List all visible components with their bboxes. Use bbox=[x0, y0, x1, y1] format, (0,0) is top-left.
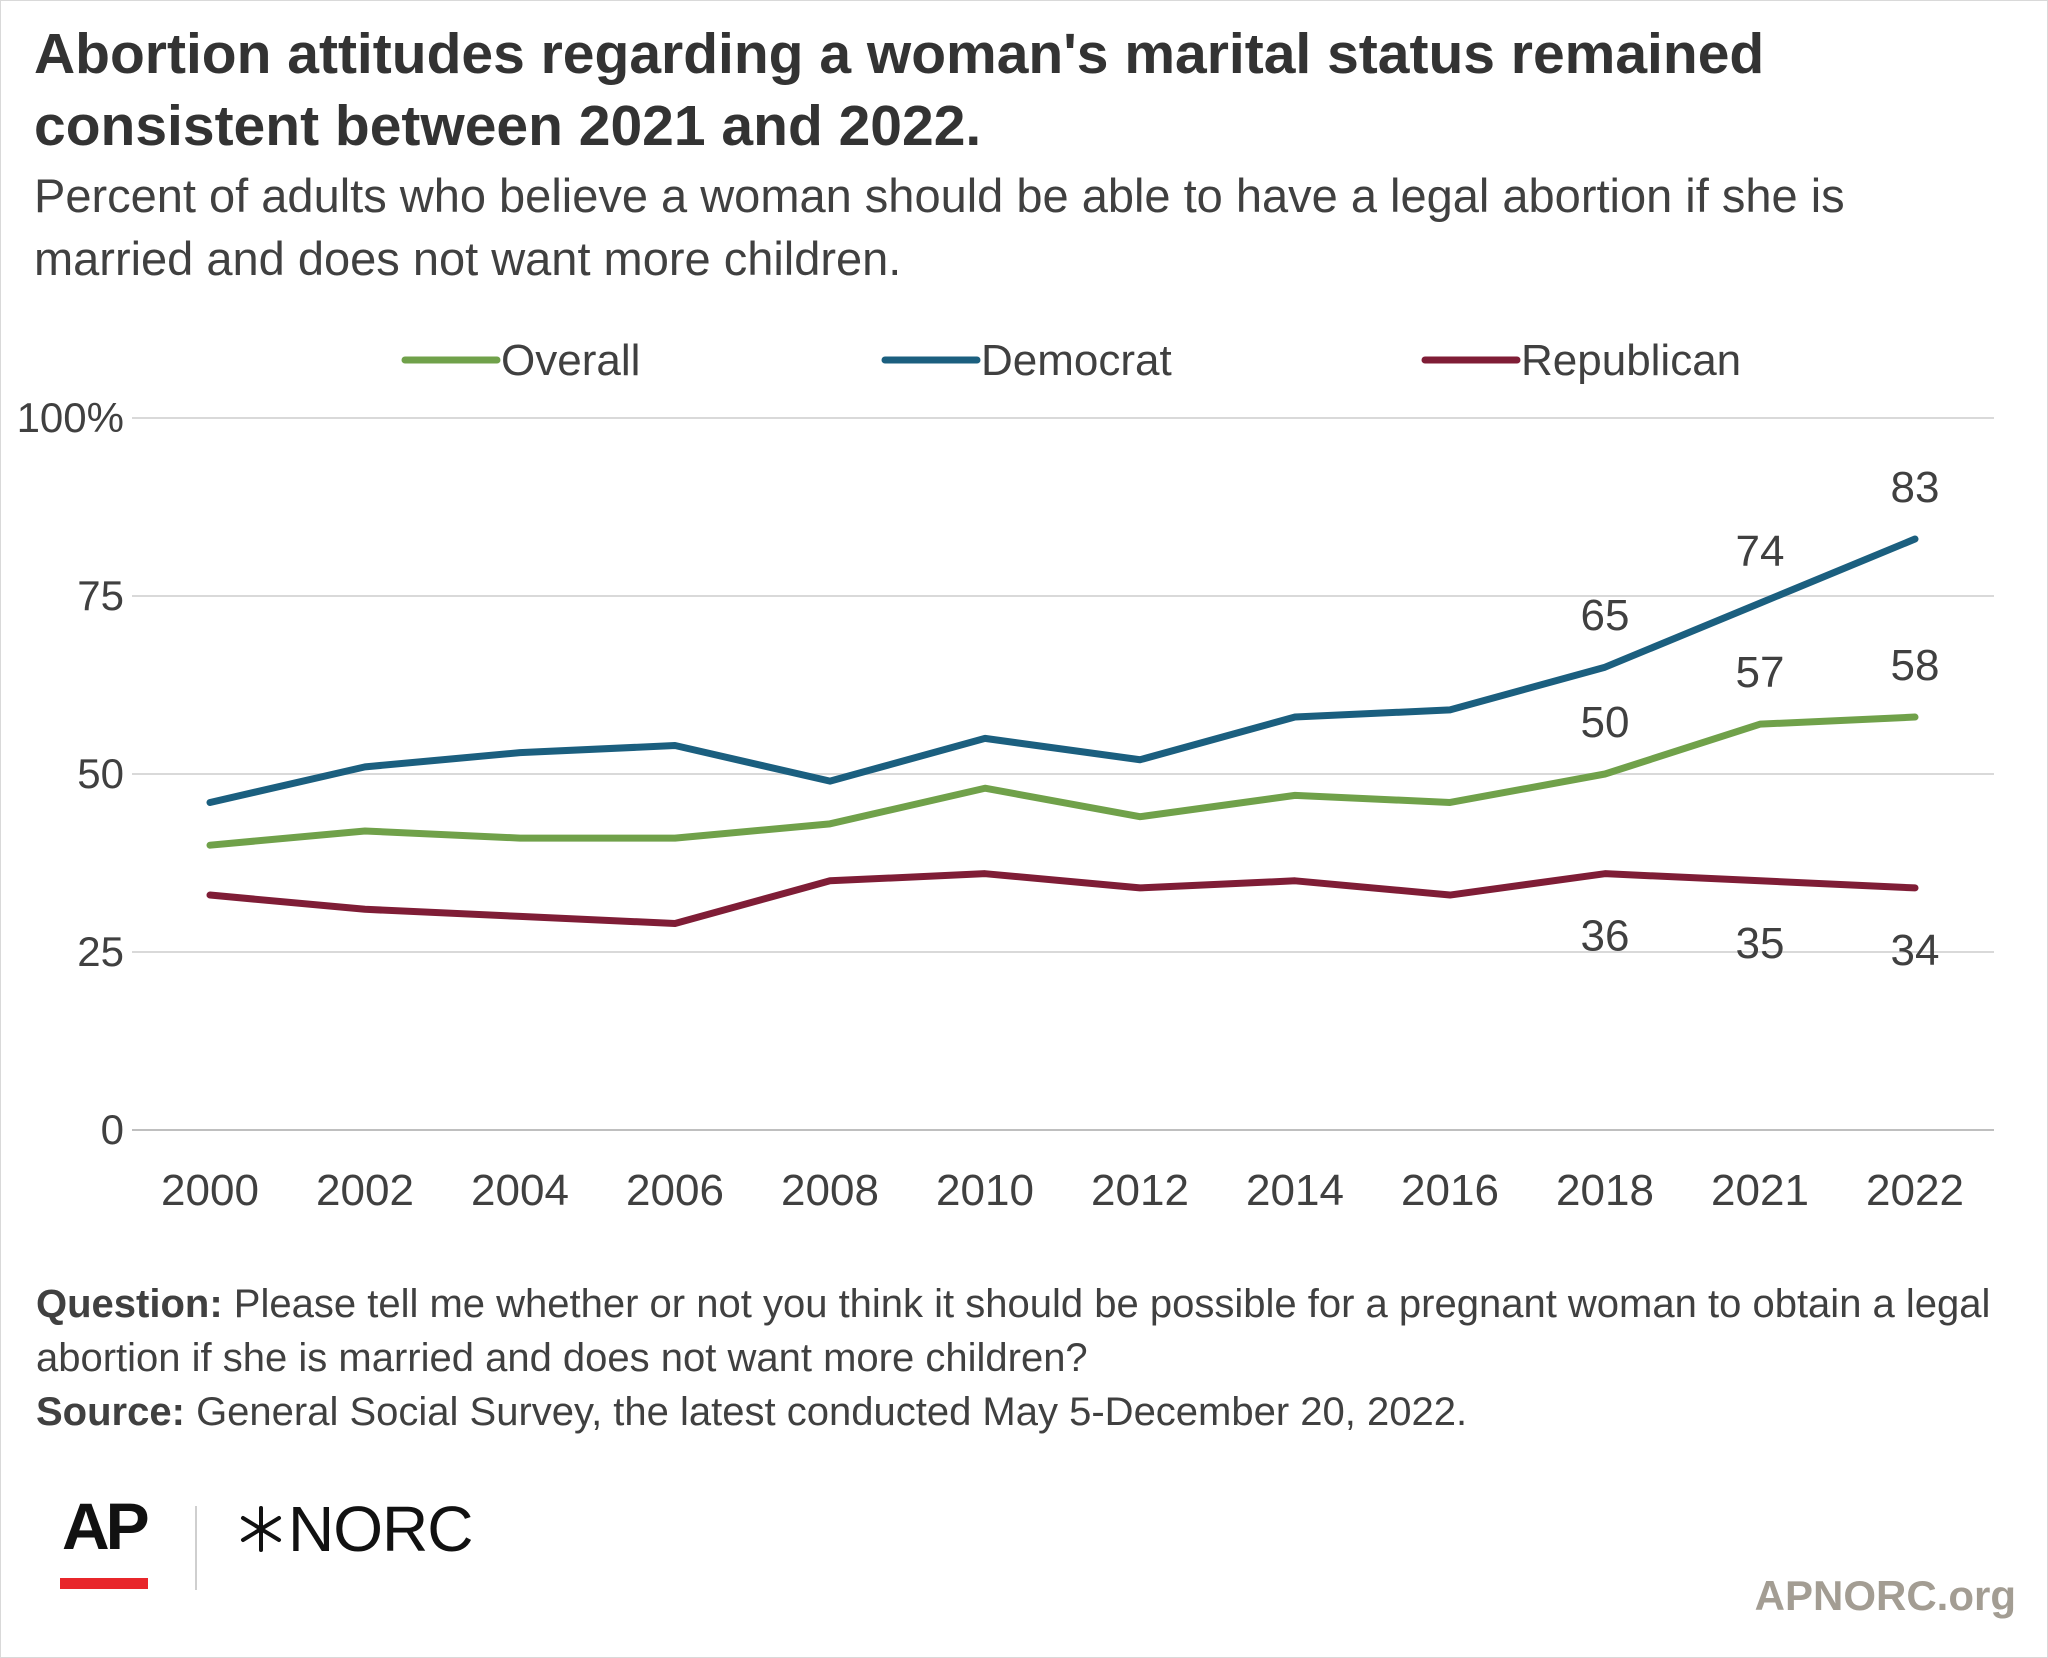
series-line-republican bbox=[206, 870, 1919, 928]
data-label-overall: 57 bbox=[1736, 648, 1785, 697]
legend-label-overall: Overall bbox=[501, 336, 640, 385]
logo-divider bbox=[195, 1506, 197, 1590]
x-tick-label: 2006 bbox=[626, 1166, 724, 1215]
x-tick-label: 2018 bbox=[1556, 1166, 1654, 1215]
x-tick-label: 2004 bbox=[471, 1166, 569, 1215]
x-tick-label: 2021 bbox=[1711, 1166, 1809, 1215]
data-label-overall: 58 bbox=[1891, 641, 1940, 690]
source-text: General Social Survey, the latest conduc… bbox=[196, 1390, 1468, 1434]
norc-star-icon bbox=[241, 1506, 281, 1552]
chart-title: Abortion attitudes regarding a woman's m… bbox=[34, 22, 1765, 158]
question-text: Please tell me whether or not you think … bbox=[36, 1282, 1991, 1380]
x-tick-label: 2002 bbox=[316, 1166, 414, 1215]
x-tick-label: 2010 bbox=[936, 1166, 1034, 1215]
data-label-democrat: 65 bbox=[1581, 591, 1630, 640]
chart-subtitle: Percent of adults who believe a woman sh… bbox=[34, 169, 1845, 285]
y-tick-label: 75 bbox=[77, 572, 124, 619]
x-tick-label: 2012 bbox=[1091, 1166, 1189, 1215]
x-tick-label: 2014 bbox=[1246, 1166, 1344, 1215]
series-line-democrat bbox=[206, 535, 1919, 806]
question-note: Question: Please tell me whether or not … bbox=[36, 1277, 2016, 1385]
data-label-overall: 50 bbox=[1581, 698, 1630, 747]
website-link[interactable]: APNORC.org bbox=[1754, 1572, 2016, 1619]
data-label-republican: 36 bbox=[1581, 912, 1630, 961]
series-line-overall bbox=[206, 713, 1919, 849]
data-label-republican: 35 bbox=[1736, 919, 1785, 968]
line-chart: 0 25 50 75 100% 2000 2002 2004 2006 2008 2010 2012 2… bbox=[17, 336, 1994, 1215]
y-tick-label: 100% bbox=[17, 394, 124, 441]
x-tick-label: 2000 bbox=[161, 1166, 259, 1215]
legend-label-democrat: Democrat bbox=[981, 336, 1172, 385]
y-tick-label: 25 bbox=[77, 928, 124, 975]
x-tick-label: 2008 bbox=[781, 1166, 879, 1215]
data-label-democrat: 83 bbox=[1891, 463, 1940, 512]
ap-logo-underline bbox=[60, 1578, 148, 1589]
question-label: Question: bbox=[36, 1282, 223, 1326]
ap-logo: AP bbox=[62, 1489, 150, 1563]
x-tick-label: 2022 bbox=[1866, 1166, 1964, 1215]
data-label-democrat: 74 bbox=[1736, 527, 1785, 576]
source-note: Source: General Social Survey, the lates… bbox=[36, 1385, 2016, 1439]
norc-wordmark: NORC bbox=[288, 1493, 473, 1565]
x-tick-label: 2016 bbox=[1401, 1166, 1499, 1215]
y-tick-label: 0 bbox=[101, 1106, 124, 1153]
source-label: Source: bbox=[36, 1390, 185, 1434]
chart-notes: Question: Please tell me whether or not … bbox=[36, 1277, 2016, 1439]
legend-label-republican: Republican bbox=[1521, 336, 1741, 385]
data-label-republican: 34 bbox=[1891, 926, 1940, 975]
y-tick-label: 50 bbox=[77, 750, 124, 797]
norc-logo: NORC bbox=[236, 1493, 473, 1565]
